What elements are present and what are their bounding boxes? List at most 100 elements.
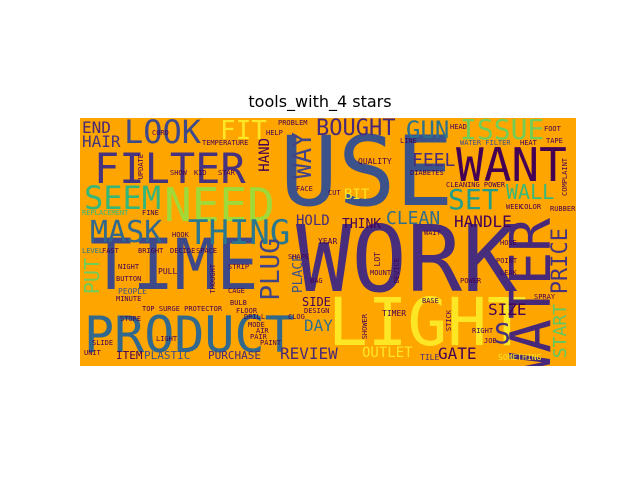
word: SIDE	[302, 295, 331, 309]
word: LIGHT	[328, 284, 527, 361]
word: DIABETES	[410, 169, 444, 177]
word: YEAR	[318, 237, 338, 246]
word: END	[82, 118, 111, 137]
word: WATER FILTER	[460, 139, 511, 147]
word: CUT	[328, 189, 341, 197]
word-cloud: USE WORK TIME PRODUCT LIGHT WANT WATER F…	[80, 118, 576, 366]
word: SIZE	[488, 300, 527, 319]
word: WORK	[296, 206, 518, 313]
word: FEEL	[412, 150, 456, 171]
word: PRODUCT	[84, 306, 295, 364]
word: TILE	[420, 353, 440, 362]
word: QUALITY	[358, 157, 392, 166]
word: TIME	[90, 224, 259, 306]
word: TAPE	[546, 137, 563, 145]
word: GATE	[438, 344, 477, 363]
word: BUTTON	[116, 275, 142, 283]
word: KID	[194, 169, 207, 177]
word: SLIDE	[92, 339, 114, 347]
word: CLOG	[288, 313, 305, 321]
word: HEAT	[520, 139, 537, 147]
word: BRIGHT	[138, 247, 164, 255]
word: BULB	[230, 299, 247, 307]
word: SEEM	[84, 179, 162, 217]
word: PROBLEM	[278, 119, 308, 127]
word: SET	[448, 183, 499, 216]
word: LEAK	[500, 269, 517, 277]
word: WEEK	[506, 203, 523, 211]
word: DEVICE	[393, 258, 401, 284]
word: FIT	[220, 118, 267, 146]
word: POINT	[496, 257, 518, 265]
word: NEED	[164, 178, 275, 232]
word: PLUG	[256, 238, 286, 301]
word: HOSE	[500, 239, 517, 247]
word: MASK	[90, 215, 163, 250]
word: PRICE	[548, 228, 573, 295]
word: BIT	[344, 187, 370, 203]
word: THINK	[342, 217, 382, 232]
word: PAIR	[250, 333, 267, 341]
word: WANT	[456, 138, 567, 192]
word: SHAPE	[288, 253, 310, 261]
word: TIMER	[382, 309, 407, 318]
word: THING	[188, 213, 291, 253]
word: AIR	[256, 327, 269, 335]
word: SOMETHING	[498, 353, 542, 362]
word: RIGHT	[472, 327, 494, 335]
word: OUTLET	[362, 345, 413, 361]
chart-title: tools_with_4 stars	[248, 92, 392, 111]
word: STORE	[120, 315, 142, 323]
word: NIGHT	[118, 263, 140, 271]
word: FOOT	[544, 125, 561, 133]
word: POWER	[460, 277, 482, 285]
word: RUBBER	[550, 205, 576, 213]
word: ISSUE	[460, 118, 545, 146]
word: ITEM	[116, 349, 143, 362]
word: COLOR	[520, 203, 542, 211]
word: CAGE	[228, 287, 245, 295]
word: LOOK	[124, 118, 202, 151]
word: PUT	[80, 258, 104, 295]
word: MINUTE	[116, 295, 142, 303]
word: FINE	[142, 209, 159, 217]
word: DECIDE	[170, 247, 196, 255]
word: SHOW	[170, 169, 187, 177]
word: PURCHASE	[208, 349, 261, 362]
word: COMPLAINT	[561, 158, 569, 196]
word: GUN	[406, 118, 450, 144]
word: BOUGHT	[316, 118, 396, 141]
word: USE	[280, 118, 454, 228]
word: THOUGHT	[209, 264, 217, 294]
word: SPACE	[196, 247, 218, 255]
word: HOOK	[172, 231, 189, 239]
word: FLOOR	[236, 307, 258, 315]
word: PULL	[158, 267, 178, 276]
word: HOLD	[296, 213, 330, 229]
word: LINE	[400, 137, 417, 145]
word: HELP	[266, 129, 283, 137]
word: UNIT	[84, 349, 101, 357]
word: PLASTIC	[144, 349, 191, 362]
word: WALL	[506, 180, 555, 204]
word: HAIR	[82, 132, 121, 151]
word: FAST	[102, 247, 119, 255]
word: PAINT	[260, 339, 282, 347]
word: LEVEL	[82, 247, 104, 255]
word: DESIGN	[304, 307, 330, 315]
word: HANDLE	[454, 212, 512, 231]
word: REVIEW	[280, 344, 338, 363]
word: BAG	[310, 277, 323, 285]
word: STAR	[218, 169, 235, 177]
word: STICK	[445, 310, 453, 332]
word: CORD	[152, 129, 169, 137]
word: S	[494, 317, 511, 350]
word: FACE	[296, 185, 313, 193]
word: SHOWER	[361, 314, 369, 340]
word: JOB	[484, 337, 497, 345]
word: LIGHT	[156, 335, 178, 343]
word: STRIP	[228, 263, 250, 271]
word: BASE	[422, 297, 439, 305]
word: TEMPERATURE	[202, 139, 249, 147]
word: START	[550, 304, 571, 359]
